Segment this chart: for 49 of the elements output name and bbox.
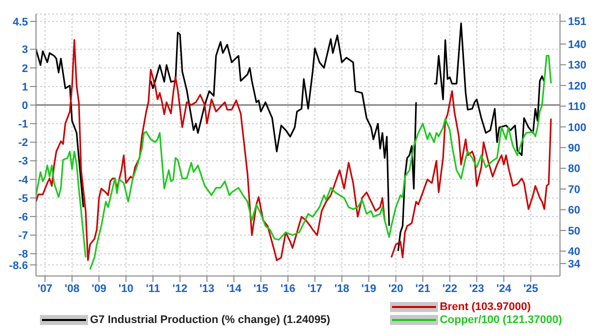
- y-tick-label: -8.6: [9, 260, 28, 272]
- y-tick-label: -8: [18, 248, 28, 261]
- y-tick-label: -2: [18, 137, 28, 150]
- x-tick-label: '19: [361, 282, 376, 295]
- x-tick-label: '23: [469, 282, 484, 295]
- y-tick-label: 4.5: [12, 16, 28, 28]
- x-tick-label: '16: [280, 282, 296, 295]
- x-tick-label: '08: [64, 282, 80, 295]
- y-tick-label: -1: [18, 118, 28, 131]
- y2-tick-label: 70: [568, 184, 580, 196]
- y2-tick-label: 50: [568, 225, 580, 238]
- y2-tick-label: 40: [568, 246, 580, 258]
- y2-tick-label: 110: [568, 101, 586, 114]
- legend-label: Brent (103.97000): [440, 300, 531, 312]
- x-tick-label: '25: [523, 282, 538, 295]
- x-tick-label: '24: [496, 282, 512, 295]
- x-tick-label: '10: [118, 282, 134, 295]
- y2-tick-label: 34: [568, 258, 582, 270]
- y2-tick-label: 120: [568, 80, 586, 92]
- x-tick-label: '22: [442, 282, 458, 295]
- y-tick-label: -3: [18, 156, 28, 168]
- y2-tick-label: 60: [568, 204, 580, 217]
- legend-label: Copper/100 (121.37000): [440, 314, 562, 326]
- y-tick-label: -4: [18, 174, 29, 186]
- y-tick-label: -5: [18, 192, 28, 205]
- x-tick-label: '17: [307, 282, 322, 295]
- x-tick-label: '07: [38, 282, 52, 295]
- x-tick-label: '18: [334, 282, 350, 295]
- x-tick-label: '09: [92, 282, 106, 295]
- y-tick-label: -7: [18, 230, 28, 242]
- y-tick-label: 2: [22, 62, 28, 75]
- y-tick-label: 3: [22, 44, 28, 56]
- y2-tick-label: 130: [568, 60, 586, 72]
- y-tick-label: 0: [22, 100, 28, 112]
- y2-tick-label: 140: [568, 38, 586, 51]
- y-tick-label: -6: [18, 211, 28, 224]
- y2-tick-label: 90: [568, 142, 580, 154]
- x-tick-label: '21: [415, 282, 430, 295]
- x-tick-label: '14: [226, 282, 242, 295]
- x-tick-label: '11: [146, 282, 160, 295]
- x-tick-label: '15: [253, 282, 268, 295]
- x-tick-label: '13: [200, 282, 214, 295]
- y-tick-label: 1: [22, 81, 28, 94]
- x-tick-label: '20: [388, 282, 404, 295]
- y2-tick-label: 151: [568, 16, 586, 28]
- y2-tick-label: 80: [568, 163, 580, 176]
- legend-label: G7 Industrial Production (% change) (1.24095): [90, 314, 330, 326]
- x-tick-label: '12: [172, 282, 188, 295]
- y2-tick-label: 100: [568, 122, 586, 134]
